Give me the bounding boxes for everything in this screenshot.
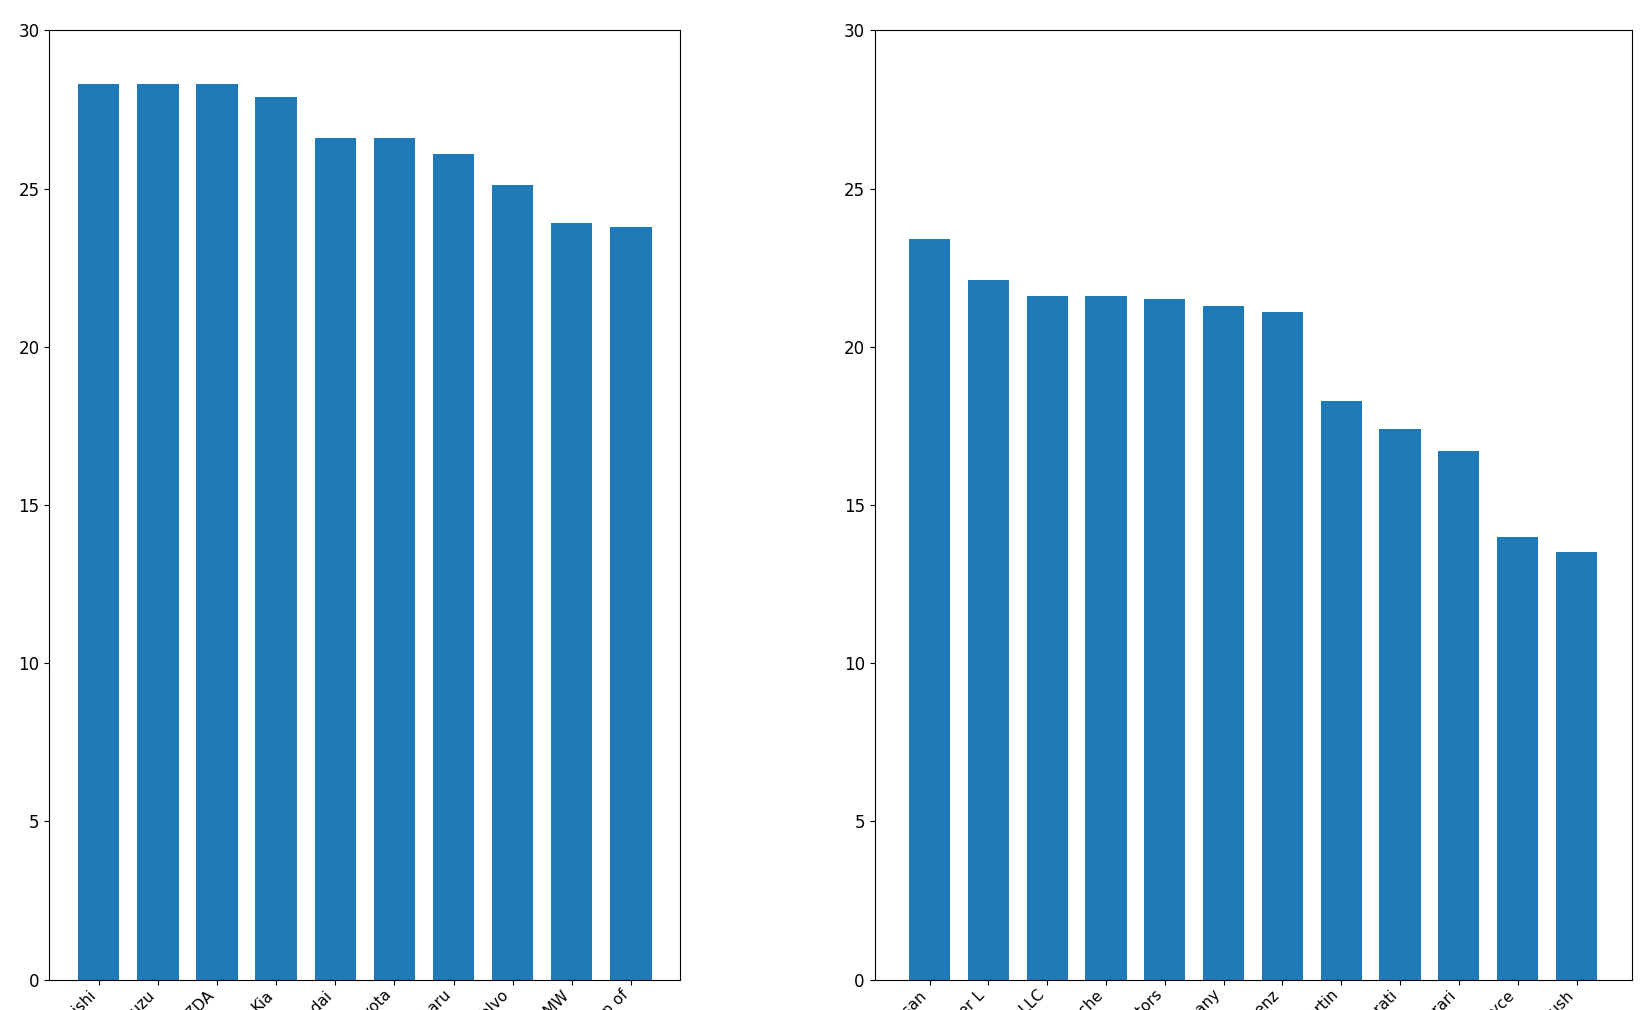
Bar <box>433 154 475 980</box>
Bar <box>1027 296 1068 980</box>
Bar <box>1496 536 1538 980</box>
Bar <box>1086 296 1127 980</box>
Bar <box>196 84 237 980</box>
Bar <box>1144 299 1185 980</box>
Bar <box>550 223 593 980</box>
Bar <box>1379 429 1421 980</box>
Bar <box>1556 552 1597 980</box>
Bar <box>77 84 120 980</box>
Bar <box>1262 312 1304 980</box>
Bar <box>610 226 651 980</box>
Bar <box>493 186 534 980</box>
Bar <box>1439 451 1480 980</box>
Bar <box>910 239 951 980</box>
Bar <box>967 281 1009 980</box>
Bar <box>255 97 297 980</box>
Bar <box>315 138 356 980</box>
Bar <box>1203 306 1244 980</box>
Bar <box>374 138 415 980</box>
Bar <box>1320 401 1361 980</box>
Bar <box>137 84 178 980</box>
